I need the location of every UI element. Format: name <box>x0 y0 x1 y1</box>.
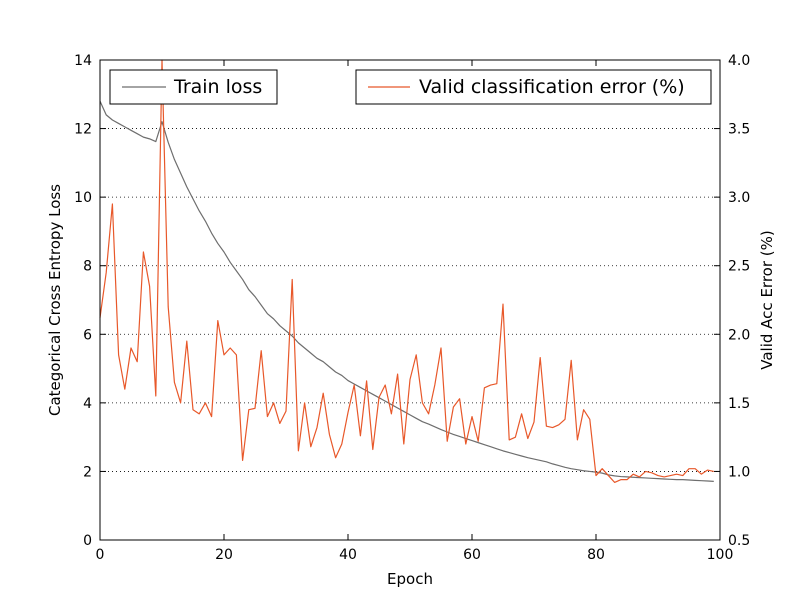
legend-valid-error: Valid classification error (%) <box>355 69 712 105</box>
legend-train-loss: Train loss <box>109 69 278 105</box>
x-tick-label: 40 <box>339 547 357 563</box>
x-axis-title: Epoch <box>387 570 433 588</box>
y-right-tick-label: 3.0 <box>728 190 750 206</box>
y-right-tick-label: 1.0 <box>728 464 750 480</box>
y-left-tick-label: 4 <box>83 396 92 412</box>
y-right-tick-label: 1.5 <box>728 396 750 412</box>
plot-area <box>100 60 720 540</box>
series-layer <box>99 59 714 483</box>
x-tick-label: 60 <box>463 547 481 563</box>
y-axis-right-title: Valid Acc Error (%) <box>758 230 776 369</box>
x-tick-label: 20 <box>215 547 233 563</box>
series-line-valid-error <box>99 59 714 483</box>
y-left-tick-label: 14 <box>74 53 92 69</box>
y-axis-left: 0 2 4 6 8 10 12 14 <box>74 53 106 549</box>
legend-train-loss-label: Train loss <box>173 76 262 98</box>
y-axis-right: 0.5 1.0 1.5 2.0 2.5 3.0 3.5 4.0 <box>714 53 750 549</box>
y-left-tick-label: 2 <box>83 464 92 480</box>
legend-valid-error-box <box>355 69 712 105</box>
plot-frame <box>99 59 721 541</box>
y-right-tick-label: 0.5 <box>728 533 750 549</box>
y-left-tick-label: 8 <box>83 259 92 275</box>
y-axis-left-title: Categorical Cross Entropy Loss <box>46 184 64 416</box>
x-tick-label: 0 <box>96 547 105 563</box>
y-left-tick-label: 6 <box>83 327 92 343</box>
legend-valid-error-label: Valid classification error (%) <box>419 76 685 98</box>
x-tick-label: 80 <box>587 547 605 563</box>
y-left-tick-label: 0 <box>83 533 92 549</box>
x-axis: 0 20 40 60 80 100 <box>96 60 734 563</box>
y-right-tick-label: 2.5 <box>728 259 750 275</box>
gridlines <box>100 128 720 472</box>
y-right-tick-label: 4.0 <box>728 53 750 69</box>
y-left-tick-label: 12 <box>74 122 92 138</box>
x-tick-label: 100 <box>707 547 734 563</box>
y-left-tick-label: 10 <box>74 190 92 206</box>
y-right-tick-label: 3.5 <box>728 122 750 138</box>
y-right-tick-label: 2.0 <box>728 327 750 343</box>
